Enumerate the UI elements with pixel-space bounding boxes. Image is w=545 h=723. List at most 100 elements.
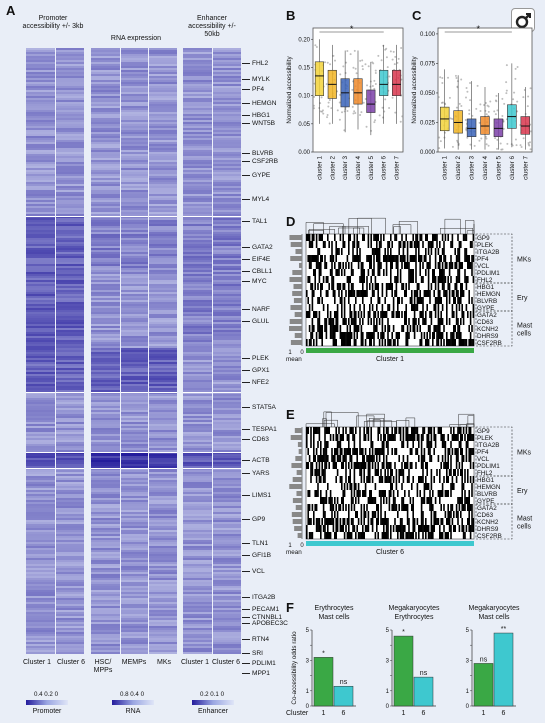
binary-cell	[408, 490, 410, 497]
binary-cell	[391, 504, 393, 511]
heatmap-row	[91, 62, 177, 64]
heatmap-row	[183, 310, 241, 312]
binary-cell	[331, 255, 333, 262]
heatmap-row	[91, 118, 177, 120]
heatmap-row	[183, 368, 241, 370]
binary-cell	[443, 269, 445, 276]
binary-cell	[412, 427, 414, 434]
binary-cell	[320, 476, 322, 483]
bar-cluster-1	[313, 657, 334, 707]
binary-cell	[308, 490, 311, 497]
binary-cell	[430, 497, 433, 504]
binary-cell	[453, 525, 455, 532]
heatmap-row	[26, 590, 84, 592]
binary-cell	[439, 290, 441, 297]
binary-cell	[394, 497, 396, 504]
binary-cell	[465, 276, 468, 283]
binary-cell	[439, 241, 441, 248]
mean-label: mean	[286, 549, 302, 556]
heatmap-row	[26, 366, 84, 368]
binary-cell	[439, 262, 441, 269]
heatmap-row	[91, 380, 177, 382]
binary-cell	[460, 469, 462, 476]
binary-cell	[320, 255, 322, 262]
heatmap-row	[91, 602, 177, 604]
binary-cell	[427, 290, 430, 297]
col-label-enh-c6: Cluster 6	[211, 659, 240, 666]
binary-cell	[434, 497, 437, 504]
binary-cell	[343, 490, 346, 497]
data-point	[493, 110, 496, 113]
binary-cell	[447, 434, 449, 441]
heatmap-row	[26, 388, 84, 390]
dendrogram-branch	[459, 424, 467, 427]
binary-cell	[321, 339, 323, 346]
gene-label: PF4	[477, 449, 489, 456]
heatmap-row	[183, 456, 241, 458]
bar-cluster-6	[413, 676, 434, 707]
heatmap-row	[26, 452, 84, 454]
heatmap-row	[26, 306, 84, 308]
binary-cell	[371, 269, 374, 276]
heatmap-row	[91, 318, 177, 320]
x-tick-label: 1	[482, 710, 486, 717]
heatmap-row	[91, 104, 177, 106]
gene-tick	[242, 609, 250, 610]
binary-cell	[411, 462, 413, 469]
binary-cell	[401, 262, 403, 269]
binary-cell	[439, 332, 441, 339]
heatmap-row	[26, 476, 84, 478]
heatmap-row	[26, 236, 84, 238]
binary-cell	[461, 462, 463, 469]
binary-cell	[357, 255, 360, 262]
binary-cell	[360, 462, 363, 469]
heatmap-row	[91, 360, 177, 362]
heatmap-row	[26, 330, 84, 332]
data-point	[437, 96, 440, 99]
heatmap-row	[183, 384, 241, 386]
binary-cell	[360, 269, 363, 276]
heatmap-row	[26, 286, 84, 288]
heatmap-row	[26, 464, 84, 466]
binary-cell	[359, 304, 361, 311]
heatmap-row	[183, 324, 241, 326]
binary-cell	[321, 462, 323, 469]
heatmap-row	[91, 202, 177, 204]
binary-cell	[413, 255, 416, 262]
binary-cell	[353, 290, 356, 297]
binary-cell	[447, 511, 449, 518]
heatmap-row	[183, 574, 241, 576]
binary-cell	[412, 255, 414, 262]
binary-cell	[383, 532, 385, 539]
heatmap-row	[91, 504, 177, 506]
binary-cell	[409, 255, 412, 262]
binary-cell	[364, 511, 367, 518]
binary-cell	[339, 525, 342, 532]
heatmap-row	[26, 516, 84, 518]
binary-cell	[366, 283, 368, 290]
heatmap-row	[183, 408, 241, 410]
bar-cluster-1	[393, 635, 414, 707]
heatmap-row	[26, 266, 84, 268]
binary-cell	[467, 262, 469, 269]
heatmap-row	[26, 328, 84, 330]
binary-cell	[329, 269, 332, 276]
binary-cell	[313, 448, 315, 455]
data-point	[328, 122, 331, 125]
binary-cell	[380, 241, 382, 248]
binary-cell	[419, 339, 421, 346]
group-label: MKs	[517, 450, 532, 457]
binary-cell	[346, 276, 349, 283]
binary-cell	[345, 427, 347, 434]
binary-cell	[306, 290, 308, 297]
heatmap-row	[91, 112, 177, 114]
y-tick-label: 0	[386, 704, 390, 710]
y-tick-label: 1	[466, 689, 470, 695]
binary-cell	[349, 532, 351, 539]
heatmap-row	[91, 472, 177, 474]
heatmap-row	[183, 82, 241, 84]
heatmap-row	[183, 364, 241, 366]
binary-cell	[472, 304, 475, 311]
binary-cell	[313, 455, 315, 462]
binary-cell	[320, 283, 322, 290]
